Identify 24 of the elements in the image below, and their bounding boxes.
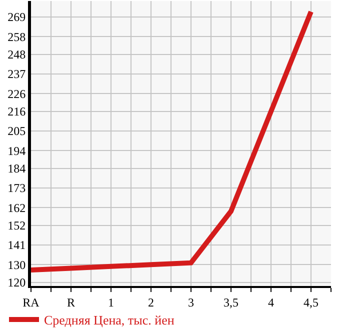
legend-label: Средняя Цена, тыс. йен bbox=[44, 312, 174, 328]
x-tick-label: 4,5 bbox=[304, 295, 318, 310]
y-tick-label: 269 bbox=[8, 10, 26, 24]
x-tick-label: 1 bbox=[108, 295, 114, 310]
x-tick-label: 3 bbox=[188, 295, 194, 310]
y-tick-label: 162 bbox=[8, 200, 26, 215]
y-tick-label: 194 bbox=[8, 144, 26, 158]
y-tick-label: 173 bbox=[8, 181, 26, 196]
y-tick-label: 216 bbox=[8, 104, 26, 119]
y-tick-label: 152 bbox=[8, 218, 26, 233]
x-tick-label: R bbox=[66, 295, 76, 310]
y-tick-label: 141 bbox=[8, 238, 26, 252]
y-tick-label: 184 bbox=[8, 162, 26, 176]
x-tick-label: 2 bbox=[148, 295, 154, 310]
y-tick-label: 130 bbox=[8, 258, 26, 272]
x-tick-label: RA bbox=[22, 295, 40, 310]
x-tick-label: 4 bbox=[268, 295, 274, 310]
y-tick-label: 226 bbox=[8, 86, 26, 101]
y-tick-label: 205 bbox=[8, 124, 26, 138]
y-tick-label: 258 bbox=[8, 30, 26, 44]
y-tick-label: 120 bbox=[8, 276, 26, 290]
x-tick-label: 3,5 bbox=[224, 295, 238, 310]
y-tick-label: 248 bbox=[8, 48, 26, 62]
y-tick-label: 237 bbox=[8, 67, 26, 82]
